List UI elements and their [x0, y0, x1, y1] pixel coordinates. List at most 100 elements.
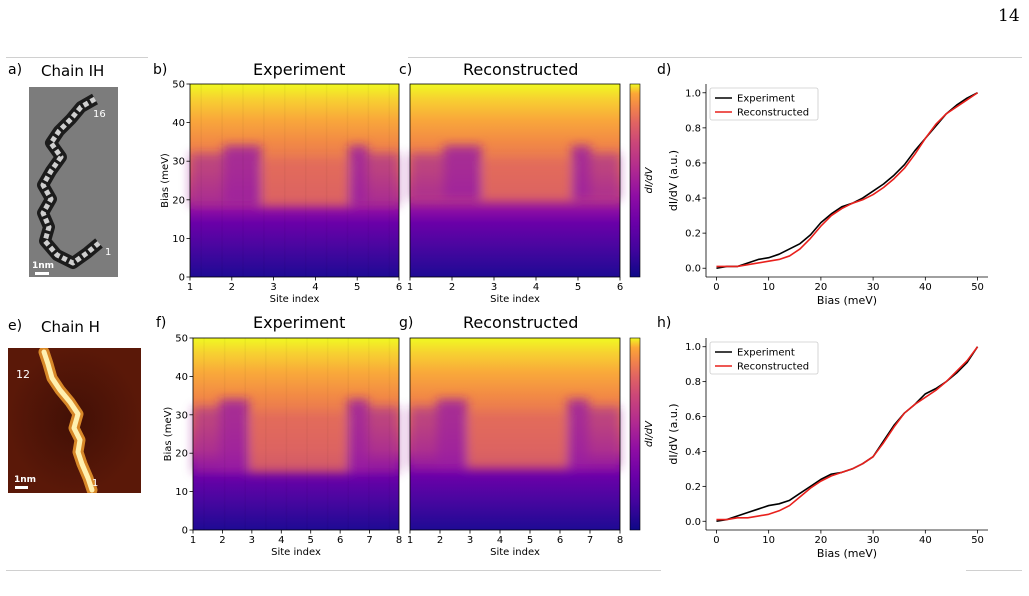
- heatmap-f-frame: [192, 337, 400, 531]
- heatmap-g-frame: [409, 337, 621, 531]
- panel-label-a: a): [8, 62, 23, 78]
- site-label-1-h: 1: [92, 478, 99, 489]
- heatmap-c-frame: [409, 83, 621, 278]
- heatmap-f-stripe-9: [389, 338, 391, 530]
- top-rule-right: [408, 57, 1022, 58]
- heatmap-g-xtick-label-3: 4: [497, 535, 503, 546]
- heatmap-b-gap-region: [261, 161, 349, 206]
- line-d-legend-box: [709, 87, 819, 121]
- scale-bar-h: [15, 486, 28, 489]
- line-d-xtick-label-1: 10: [762, 282, 775, 293]
- line-d-ytick-label-4: 0.8: [685, 123, 701, 134]
- heatmap-g-xtick-label-4: 5: [527, 535, 533, 546]
- line-h-legend-label-1: Reconstructed: [737, 362, 809, 373]
- heatmap-f-xtick-label-1: 2: [219, 535, 225, 546]
- site-label-1: 1: [105, 247, 112, 258]
- heatmap-c-gap-region: [481, 161, 572, 200]
- heatmap-f-xtick-label-3: 4: [278, 535, 284, 546]
- heatmap-g-right-lobe: [588, 407, 620, 469]
- heatmap-c-xtick-label-1: 2: [449, 282, 455, 293]
- heatmap-g-xtick-label-0: 1: [407, 535, 413, 546]
- line-d-series-1: [716, 92, 979, 268]
- chain-h-title: Chain H: [41, 318, 100, 336]
- heatmap-f-xtick-label-0: 1: [190, 535, 196, 546]
- heatmap-b-xtick-label-0: 1: [187, 282, 193, 293]
- heatmap-c-xtick-label-2: 3: [491, 282, 497, 293]
- chain-ih-shape: [37, 93, 103, 269]
- line-h-legend-box: [709, 341, 819, 375]
- line-h-xtick-label-2: 20: [815, 535, 828, 546]
- heatmap-b-xtick-label-2: 3: [270, 282, 276, 293]
- heatmap-c-edge-lobe-0: [443, 145, 482, 200]
- heatmap-b-xtick-label-3: 4: [312, 282, 318, 293]
- heatmap-b-stripe-6: [326, 84, 328, 277]
- colorbar-c: [629, 83, 641, 278]
- line-d-legend-label-1: Reconstructed: [737, 108, 809, 119]
- line-d-ylabel: dI/dV (a.u.): [667, 150, 680, 211]
- heatmap-f-ytick-label-0: 0: [182, 526, 188, 537]
- line-h-xtick-label-1: 10: [762, 535, 775, 546]
- heatmap-b-ytick-label-2: 20: [172, 195, 185, 206]
- chain-ih-title: Chain IH: [41, 62, 105, 80]
- line-d-legend-label-0: Experiment: [737, 94, 795, 105]
- line-d-ytick-label-2: 0.4: [685, 194, 701, 205]
- line-h-ytick-label-1: 0.2: [685, 482, 701, 493]
- heatmap-b-title: Experiment: [253, 60, 346, 79]
- heatmap-f-stripe-8: [368, 338, 370, 530]
- panel-label-b: b): [153, 62, 168, 78]
- heatmap-g-left-lobe: [410, 407, 437, 469]
- panel-label-e: e): [8, 318, 23, 334]
- site-label-12: 12: [16, 368, 30, 381]
- heatmap-b-features: [190, 145, 399, 206]
- heatmap-b-edge-lobe-0: [223, 145, 262, 206]
- line-h-xtick-label-5: 50: [971, 535, 984, 546]
- heatmap-f-stripe-3: [265, 338, 267, 530]
- heatmap-c-title: Reconstructed: [463, 60, 579, 79]
- heatmap-f-ylabel: Bias (meV): [163, 407, 174, 462]
- heatmap-b-ytick-label-4: 40: [172, 118, 185, 129]
- line-h-legend-label-0: Experiment: [737, 348, 795, 359]
- heatmap-g-xtick-label-6: 7: [587, 535, 593, 546]
- heatmap-b-xtick-label-5: 6: [396, 282, 402, 293]
- heatmap-f-edge-lobe-0: [219, 399, 249, 473]
- heatmap-b-xlabel: Site index: [270, 294, 320, 305]
- colorbar-g: [629, 337, 641, 531]
- heatmap-f-xlabel: Site index: [271, 547, 321, 558]
- heatmap-f-xtick-label-7: 8: [396, 535, 402, 546]
- heatmap-f-ytick-label-4: 40: [175, 372, 188, 383]
- heatmap-g-title: Reconstructed: [463, 313, 579, 332]
- heatmap-b-ytick-label-5: 50: [172, 80, 185, 91]
- chain-h-shape: [8, 348, 141, 493]
- line-d-ytick-label-5: 1.0: [685, 88, 701, 99]
- line-h-ytick-label-0: 0.0: [685, 517, 701, 528]
- heatmap-b-xtick-label-1: 2: [229, 282, 235, 293]
- heatmap-f-stripe-5: [306, 338, 308, 530]
- scale-label-h: 1nm: [14, 475, 37, 485]
- line-h-xtick-label-0: 0: [713, 535, 719, 546]
- heatmap-c-edge-lobe-1: [571, 145, 591, 200]
- heatmap-f-features: [193, 399, 399, 473]
- heatmap-b-stripe-7: [347, 84, 349, 277]
- heatmap-b-stripe-8: [368, 84, 370, 277]
- line-h-ytick-label-3: 0.6: [685, 412, 701, 423]
- heatmap-g-gap-region: [467, 414, 568, 469]
- page-number: 14: [998, 6, 1020, 26]
- heatmap-f-stripe-6: [327, 338, 329, 530]
- heatmap-b-ytick-label-0: 0: [179, 273, 185, 284]
- line-h-ytick-label-2: 0.4: [685, 447, 701, 458]
- line-h-ytick-label-4: 0.8: [685, 377, 701, 388]
- heatmap-f-ytick-label-5: 50: [175, 334, 188, 345]
- heatmap-c-xtick-label-5: 6: [617, 282, 623, 293]
- heatmap-g-xtick-label-5: 6: [557, 535, 563, 546]
- heatmap-b-stripe-1: [221, 84, 223, 277]
- heatmap-c-right-lobe: [590, 153, 620, 200]
- line-d-ytick-label-1: 0.2: [685, 229, 701, 240]
- line-d-xlabel: Bias (meV): [817, 294, 877, 307]
- heatmap-g-features: [410, 399, 620, 469]
- line-d-xtick-label-0: 0: [713, 282, 719, 293]
- heatmap-f-ytick-label-1: 10: [175, 487, 188, 498]
- line-h-series-1: [716, 346, 979, 521]
- panel-label-d: d): [657, 62, 672, 78]
- heatmap-g-edge-lobe-0: [437, 399, 467, 469]
